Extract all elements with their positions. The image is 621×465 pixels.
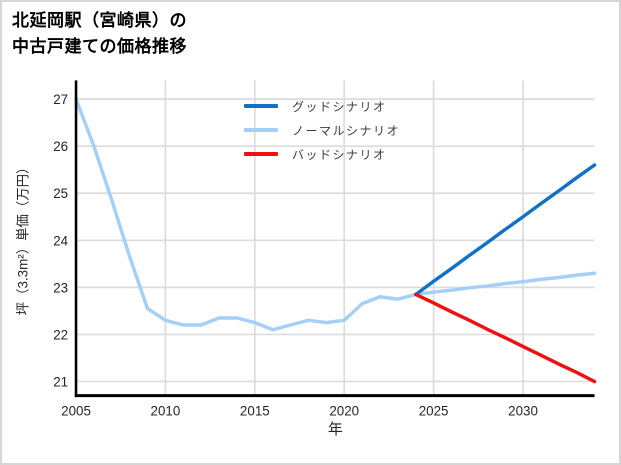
legend-label-normal-scenario: ノーマルシナリオ [292, 123, 401, 138]
x-tick-label-2025: 2025 [419, 403, 449, 418]
x-axis-title: 年 [328, 421, 343, 438]
x-tick-label-2005: 2005 [61, 403, 91, 418]
chart-title: 北延岡駅（宮崎県）の 中古戸建ての価格推移 [12, 8, 187, 60]
legend-swatch-normal-scenario [244, 128, 278, 132]
legend-item-normal-scenario: ノーマルシナリオ [244, 118, 400, 142]
y-tick-label-21: 21 [53, 374, 68, 389]
legend-swatch-good-scenario [244, 104, 278, 108]
chart-title-line-1: 北延岡駅（宮崎県）の [12, 11, 187, 30]
y-tick-label-26: 26 [53, 139, 68, 154]
legend-label-good-scenario: グッドシナリオ [292, 99, 387, 114]
y-tick-label-27: 27 [53, 92, 68, 107]
y-axis-title: 坪（3.3m²）単価（万円） [15, 161, 30, 316]
x-tick-label-2010: 2010 [151, 403, 181, 418]
x-tick-label-2020: 2020 [329, 403, 359, 418]
series-line-bad-scenario [414, 292, 597, 384]
chart-title-line-2: 中古戸建ての価格推移 [12, 37, 187, 56]
y-tick-label-22: 22 [53, 327, 68, 342]
legend-item-good-scenario: グッドシナリオ [244, 94, 400, 118]
y-tick-label-23: 23 [53, 280, 68, 295]
legend-item-bad-scenario: バッドシナリオ [244, 142, 400, 166]
legend-label-bad-scenario: バッドシナリオ [292, 147, 387, 162]
x-tick-label-2030: 2030 [508, 403, 538, 418]
series-line-normal-scenario [74, 97, 597, 332]
legend-swatch-bad-scenario [244, 152, 278, 156]
chart-legend: グッドシナリオ ノーマルシナリオ バッドシナリオ [244, 94, 400, 166]
y-tick-label-25: 25 [53, 186, 68, 201]
x-tick-label-2015: 2015 [240, 403, 270, 418]
y-tick-label-24: 24 [53, 233, 68, 248]
series-line-good-scenario [414, 163, 597, 297]
